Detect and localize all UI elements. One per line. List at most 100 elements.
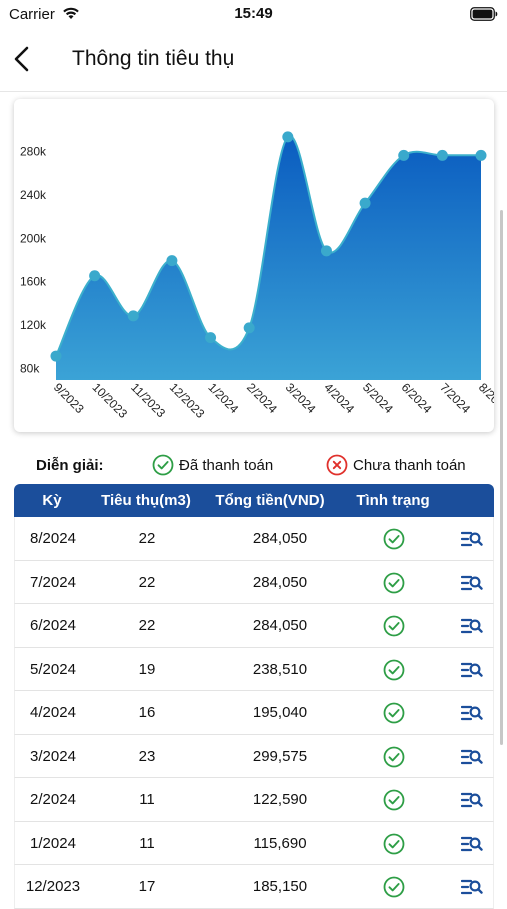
amount-cell: 284,050 (252, 617, 308, 634)
usage-cell: 23 (138, 747, 156, 765)
check-circle-icon (383, 789, 405, 811)
usage-cell: 11 (139, 834, 155, 852)
period-cell: 8/2024 (30, 530, 76, 547)
check-circle-icon (383, 572, 405, 594)
scrollbar[interactable] (500, 210, 503, 745)
back-chevron-icon[interactable] (8, 44, 38, 74)
amount-cell: 284,050 (252, 530, 308, 547)
x-tick-label: 2/2024 (244, 380, 280, 416)
period-cell: 5/2024 (30, 660, 76, 678)
data-point-4-2024 (320, 245, 332, 257)
column-header-amount: Tổng tiền(VND) (215, 492, 325, 509)
data-point-8-2024 (475, 149, 487, 161)
amount-cell: 115,690 (253, 834, 307, 852)
x-tick-label: 1/2024 (205, 380, 241, 416)
data-point-7-2024 (436, 149, 448, 161)
check-circle-icon (383, 833, 405, 855)
usage-cell: 16 (138, 704, 156, 721)
table-header: Kỳ Tiêu thụ(m3) Tổng tiền(VND) Tình trạn… (14, 484, 494, 517)
table-row[interactable]: 7/2024 22 284,050 (14, 560, 494, 604)
amount-cell: 299,575 (252, 747, 308, 765)
table-row[interactable]: 4/2024 16 195,040 (14, 691, 494, 735)
x-tick-label: 12/2023 (167, 380, 208, 421)
wifi-icon (63, 7, 79, 19)
view-detail-icon[interactable] (460, 617, 483, 635)
amount-cell: 238,510 (252, 660, 308, 678)
y-tick-label: 200k (20, 231, 47, 245)
check-circle-icon (383, 528, 405, 550)
usage-cell: 22 (138, 573, 156, 591)
x-circle-icon (326, 454, 348, 476)
period-cell: 12/2023 (25, 878, 81, 895)
period-cell: 4/2024 (30, 704, 76, 721)
header-divider (0, 91, 507, 92)
legend: Diễn giải: Đã thanh toán Chưa thanh toán (0, 450, 507, 480)
x-tick-label: 10/2023 (90, 380, 131, 421)
consumption-chart-card: 80k 120k 160k 200k 240k 280k 9/2023 10/2023 11/… (14, 99, 494, 432)
check-circle-icon (383, 876, 405, 898)
table-row[interactable]: 5/2024 19 238,510 (14, 647, 494, 691)
x-tick-label: 11/2023 (128, 380, 168, 420)
usage-cell: 22 (138, 617, 156, 634)
legend-unpaid-label: Chưa thanh toán (353, 457, 466, 474)
page-title: Thông tin tiêu thụ (72, 47, 235, 70)
view-detail-icon[interactable] (460, 661, 483, 679)
battery-icon (470, 7, 498, 21)
view-detail-icon[interactable] (460, 878, 483, 896)
usage-cell: 17 (138, 878, 156, 895)
column-header-period: Kỳ (42, 492, 62, 509)
column-header-status: Tình trạng (356, 492, 430, 509)
check-circle-icon (383, 746, 405, 768)
check-circle-icon (383, 659, 405, 681)
data-point-3-2024 (282, 131, 294, 143)
data-point-12-2023 (166, 255, 178, 267)
table-row[interactable]: 6/2024 22 284,050 (14, 604, 494, 648)
y-tick-label: 240k (20, 188, 47, 202)
table-row[interactable]: 12/2023 17 185,150 (14, 865, 494, 909)
amount-cell: 122,590 (252, 791, 308, 808)
legend-paid-label: Đã thanh toán (179, 457, 274, 474)
check-circle-icon (152, 454, 174, 476)
amount-cell: 284,050 (252, 573, 308, 591)
table-row[interactable]: 1/2024 11 115,690 (14, 821, 494, 865)
period-cell: 1/2024 (30, 834, 76, 852)
consumption-chart: 80k 120k 160k 200k 240k 280k 9/2023 10/202311/… (20, 131, 494, 421)
view-detail-icon[interactable] (460, 835, 483, 853)
usage-cell: 22 (138, 530, 156, 547)
status-bar: Carrier 15:49 (0, 0, 507, 30)
period-cell: 2/2024 (30, 791, 76, 808)
data-point-5-2024 (359, 197, 371, 209)
table-row[interactable]: 8/2024 22 284,050 (14, 517, 494, 561)
table-row[interactable]: 2/2024 11 122,590 (14, 778, 494, 822)
y-tick-label: 280k (20, 145, 47, 159)
y-tick-label: 120k (20, 318, 47, 332)
carrier-label: Carrier (9, 6, 55, 23)
consumption-table: Kỳ Tiêu thụ(m3) Tổng tiền(VND) Tình trạn… (14, 484, 494, 909)
legend-title: Diễn giải: (36, 457, 104, 474)
y-tick-label: 80k (20, 362, 40, 376)
data-point-6-2024 (398, 149, 410, 161)
check-circle-icon (383, 702, 405, 724)
usage-cell: 11 (139, 791, 155, 808)
period-cell: 7/2024 (30, 573, 76, 591)
data-point-9-2023 (50, 350, 62, 362)
view-detail-icon[interactable] (460, 574, 483, 592)
x-tick-label: 3/2024 (283, 380, 319, 416)
view-detail-icon[interactable] (460, 704, 483, 722)
x-tick-label: 6/2024 (399, 380, 435, 416)
view-detail-icon[interactable] (460, 748, 483, 766)
view-detail-icon[interactable] (460, 530, 483, 548)
data-point-2-2024 (243, 322, 255, 334)
period-cell: 6/2024 (30, 617, 76, 634)
period-cell: 3/2024 (30, 747, 76, 765)
column-header-usage: Tiêu thụ(m3) (101, 492, 191, 509)
x-tick-label: 7/2024 (437, 380, 473, 416)
x-tick-label: 4/2024 (321, 380, 357, 416)
data-point-10-2023 (89, 270, 101, 282)
navigation-bar: Thông tin tiêu thụ (0, 30, 507, 90)
data-point-1-2024 (205, 332, 217, 344)
amount-cell: 195,040 (252, 704, 308, 721)
view-detail-icon[interactable] (460, 791, 483, 809)
table-row[interactable]: 3/2024 23 299,575 (14, 734, 494, 778)
usage-cell: 19 (138, 660, 156, 678)
